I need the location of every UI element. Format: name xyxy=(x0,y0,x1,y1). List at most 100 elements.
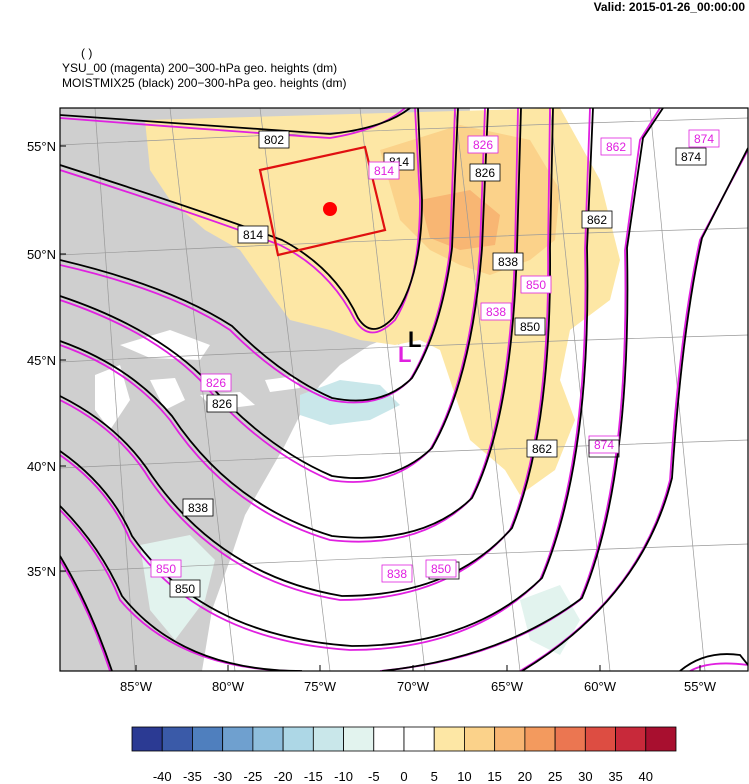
contour-label-black: 838 xyxy=(182,498,214,517)
colorbar-tick-label: -30 xyxy=(213,769,232,784)
lon-label: 65°W xyxy=(491,679,524,694)
colorbar-tick-label: 0 xyxy=(400,769,407,784)
axis-ticks xyxy=(60,145,701,671)
lat-label: 35°N xyxy=(27,564,56,579)
colorbar-tick-label: -35 xyxy=(183,769,202,784)
lon-label: 80°W xyxy=(212,679,245,694)
colorbar-swatch xyxy=(252,726,284,752)
colorbar-tick-label: -25 xyxy=(243,769,262,784)
colorbar-swatch xyxy=(615,726,647,752)
lon-label: 55°W xyxy=(684,679,717,694)
colorbar-tick-label: -5 xyxy=(368,769,380,784)
svg-text:826: 826 xyxy=(473,138,493,152)
colorbar-swatch xyxy=(222,726,254,752)
colorbar-tick-label: 25 xyxy=(548,769,562,784)
colorbar-tick-label: 30 xyxy=(578,769,592,784)
colorbar-swatch xyxy=(554,726,586,752)
contour-label-black xyxy=(588,439,620,458)
svg-text:850: 850 xyxy=(431,562,451,576)
svg-text:862: 862 xyxy=(532,442,552,456)
colorbar-swatch xyxy=(645,726,677,752)
svg-text:838: 838 xyxy=(486,305,506,319)
contour-label-magenta: 850 xyxy=(150,559,182,578)
black-height-contours xyxy=(60,108,748,671)
contour-label-black: 862 xyxy=(581,210,613,229)
colorbar xyxy=(131,726,677,752)
lon-label: 70°W xyxy=(397,679,430,694)
svg-text:802: 802 xyxy=(264,133,284,147)
contour-label-magenta: 850 xyxy=(520,275,552,294)
contour-label-magenta: 874 xyxy=(688,129,720,148)
colorbar-swatch xyxy=(192,726,224,752)
colorbar-tick-label: 20 xyxy=(518,769,532,784)
colorbar-swatch xyxy=(373,726,405,752)
colorbar-tick-label: 15 xyxy=(487,769,501,784)
colorbar-swatch xyxy=(282,726,314,752)
svg-text:850: 850 xyxy=(175,582,195,596)
contour-label-magenta: 838 xyxy=(480,302,512,321)
contour-label-magenta: 850 xyxy=(425,559,457,578)
svg-text:814: 814 xyxy=(243,228,263,242)
contour-label-black: 826 xyxy=(469,163,501,182)
svg-text:874: 874 xyxy=(694,132,714,146)
contour-label-magenta: 826 xyxy=(467,135,499,154)
svg-text:826: 826 xyxy=(212,397,232,411)
subtitle-parentheses: ( ) xyxy=(81,46,93,60)
colorbar-swatch xyxy=(464,726,496,752)
colorbar-swatch xyxy=(403,726,435,752)
svg-text:826: 826 xyxy=(206,376,226,390)
colorbar-tick-label: -15 xyxy=(304,769,323,784)
lat-label: 55°N xyxy=(27,139,56,154)
colorbar-tick-label: 40 xyxy=(639,769,653,784)
lon-label: 60°W xyxy=(584,679,617,694)
colorbar-swatch xyxy=(131,726,163,752)
contour-label-magenta: 838 xyxy=(381,564,413,583)
magenta-contour-legend: YSU_00 (magenta) 200−300-hPa geo. height… xyxy=(62,61,338,75)
contour-label-black: 874 xyxy=(675,147,707,166)
colorbar-swatch xyxy=(312,726,344,752)
lon-label: 85°W xyxy=(120,679,153,694)
svg-text:826: 826 xyxy=(475,166,495,180)
graticule xyxy=(60,108,748,671)
svg-text:850: 850 xyxy=(156,562,176,576)
colorbar-swatch xyxy=(494,726,526,752)
colorbar-tick-label: -40 xyxy=(153,769,172,784)
contour-label-black: 838 xyxy=(492,252,524,271)
colorbar-labels: -40 -35 -30 -25 -20 -15 -10 -5 0 5 10 15 20 25 30 35 40 xyxy=(153,769,653,784)
colorbar-tick-label: 5 xyxy=(431,769,438,784)
lat-label: 40°N xyxy=(27,459,56,474)
colorbar-tick-label: -20 xyxy=(274,769,293,784)
colorbar-swatch xyxy=(161,726,193,752)
svg-text:850: 850 xyxy=(520,320,540,334)
svg-text:838: 838 xyxy=(387,567,407,581)
contour-label-black: 862 xyxy=(526,439,558,458)
contour-label-magenta: 862 xyxy=(600,137,632,156)
target-point xyxy=(323,202,337,216)
contour-label-black: 814 xyxy=(237,225,269,244)
svg-text:814: 814 xyxy=(374,164,394,178)
contour-label-black: 850 xyxy=(169,579,201,598)
colorbar-swatch xyxy=(343,726,375,752)
colorbar-swatch xyxy=(584,726,616,752)
shading-negative-south xyxy=(140,535,580,655)
contour-label-magenta: 874 xyxy=(588,435,620,454)
contour-label-black: 802 xyxy=(258,130,290,149)
map-area xyxy=(60,108,748,671)
colorbar-tick-label: -10 xyxy=(334,769,353,784)
contour-label-magenta: 814 xyxy=(368,161,400,180)
contour-label-magenta: 826 xyxy=(200,373,232,392)
colorbar-swatch xyxy=(433,726,465,752)
svg-text:838: 838 xyxy=(498,255,518,269)
svg-text:874: 874 xyxy=(681,150,701,164)
svg-text:838: 838 xyxy=(188,501,208,515)
map-frame xyxy=(59,107,749,672)
contour-label-black: 850 xyxy=(514,317,546,336)
valid-time-label: Valid: 2015-01-26_00:00:00 xyxy=(593,0,745,14)
black-contour-legend: MOISTMIX25 (black) 200−300-hPa geo. heig… xyxy=(62,76,347,90)
contour-label-black: 826 xyxy=(206,394,238,413)
svg-text:862: 862 xyxy=(587,213,607,227)
colorbar-swatch xyxy=(524,726,556,752)
lat-label: 45°N xyxy=(27,353,56,368)
colorbar-tick-label: 10 xyxy=(457,769,471,784)
